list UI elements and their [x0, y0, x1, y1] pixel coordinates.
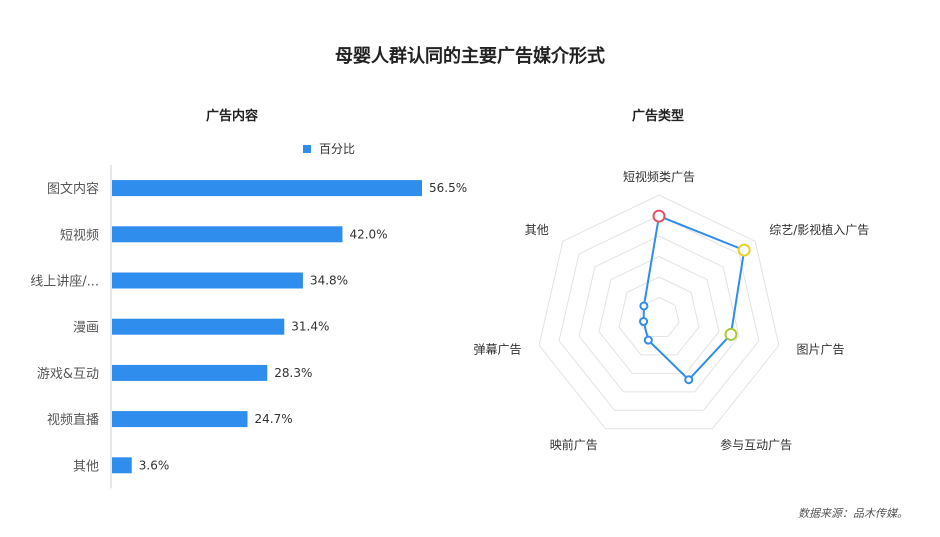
radar-axis-label: 图片广告: [796, 342, 844, 356]
bar-chart-title: 广告内容: [206, 109, 259, 124]
category-label: 其他: [73, 459, 99, 474]
value-label: 28.3%: [274, 366, 312, 380]
category-label: 图文内容: [47, 181, 99, 197]
legend-label: 百分比: [319, 142, 356, 156]
radar-axis-label: 参与互动广告: [720, 437, 792, 452]
category-label: 短视频: [60, 228, 99, 243]
value-label: 56.5%: [429, 181, 467, 195]
radar-point[interactable]: [639, 317, 649, 327]
chart-title: 母婴人群认同的主要广告媒介形式: [335, 46, 605, 67]
radar-axis-label: 映前广告: [550, 437, 598, 452]
radar-axis-label: 综艺/影视植入广告: [769, 222, 869, 237]
category-label: 漫画: [73, 321, 99, 336]
radar-point[interactable]: [724, 327, 738, 341]
radar-axis-label: 其他: [525, 223, 549, 237]
bar[interactable]: [112, 411, 248, 428]
category-label: 线上讲座/...: [30, 275, 99, 290]
bar[interactable]: [112, 318, 285, 335]
source-note: 数据来源：品木传媒。: [798, 507, 908, 520]
radar-grid-ring: [538, 194, 780, 430]
legend[interactable]: 百分比: [303, 140, 355, 157]
bar[interactable]: [112, 226, 343, 243]
radar-chart-title: 广告类型: [632, 109, 685, 124]
radar-axis-label: 弹幕广告: [474, 342, 522, 356]
radar-grid-ring: [558, 214, 760, 411]
bar[interactable]: [112, 180, 422, 197]
radar-axis-label: 短视频类广告: [623, 169, 695, 184]
category-label: 游戏&互动: [37, 367, 99, 382]
radar-grid-ring: [578, 235, 740, 393]
value-label: 42.0%: [349, 227, 387, 241]
radar-point[interactable]: [643, 335, 653, 345]
bar[interactable]: [112, 364, 268, 381]
bar-chart: 图文内容 56.5% 短视频 42.0% 线上讲座/... 34.8% 漫画 31.4% 游戏&…: [30, 165, 467, 489]
value-label: 3.6%: [139, 458, 170, 472]
value-label: 24.7%: [255, 412, 293, 426]
value-label: 31.4%: [291, 320, 329, 334]
legend-swatch: [303, 144, 311, 153]
radar-grid-ring: [598, 255, 720, 374]
radar-point[interactable]: [639, 301, 649, 311]
radar-point[interactable]: [684, 375, 694, 385]
radar-point[interactable]: [652, 209, 666, 223]
category-label: 视频直播: [47, 413, 99, 428]
bar[interactable]: [112, 457, 132, 474]
value-label: 34.8%: [310, 274, 348, 288]
radar-grid-ring: [618, 276, 700, 356]
radar-point[interactable]: [737, 243, 751, 257]
bar[interactable]: [112, 272, 303, 289]
